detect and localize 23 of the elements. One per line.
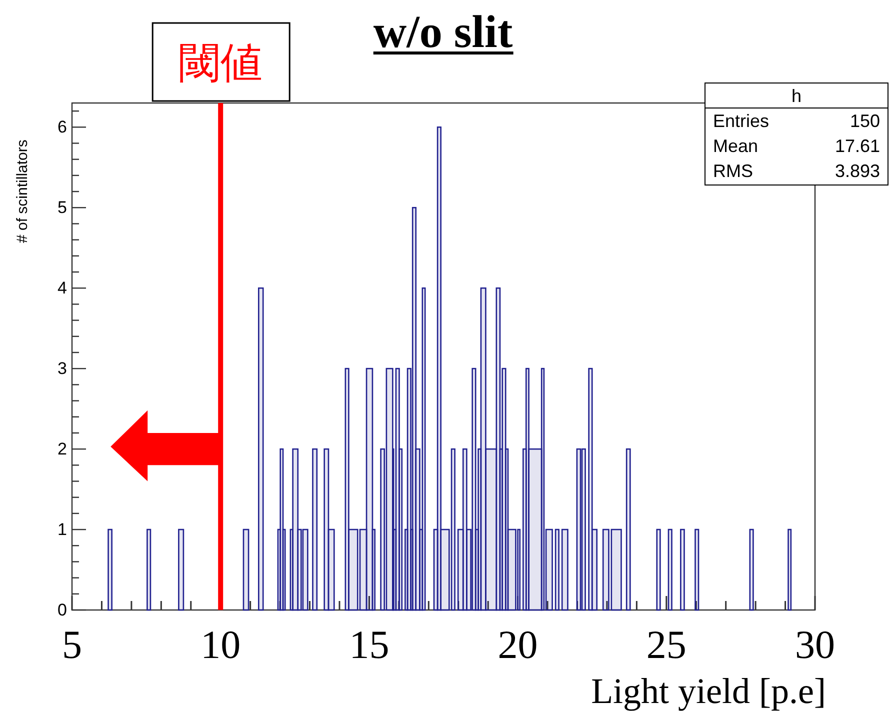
y-tick-label: 1	[58, 520, 67, 540]
x-axis-title: Light yield [p.e]	[591, 671, 826, 711]
x-tick-label: 10	[200, 622, 241, 667]
annotation: Entries	[713, 111, 770, 131]
y-axis-title: # of scintillators	[14, 140, 31, 243]
chart-title: w/o slit	[373, 6, 514, 57]
x-tick-label: 30	[795, 622, 835, 667]
y-tick-label: 5	[58, 198, 67, 218]
x-tick-label: 25	[646, 622, 686, 667]
y-tick-label: 3	[58, 359, 67, 378]
annotation: h	[791, 86, 802, 106]
text: 3.893	[834, 161, 880, 181]
x-tick-label: 20	[498, 622, 538, 667]
y-tick-label: 2	[58, 440, 67, 459]
ref-line-label: 閾値	[178, 39, 263, 86]
text: 17.61	[834, 136, 880, 156]
text: 150	[850, 111, 880, 131]
annotation: RMS	[713, 161, 753, 181]
y-tick-label: 6	[58, 118, 67, 137]
y-tick-label: 4	[58, 278, 67, 298]
annotation: Mean	[713, 136, 758, 156]
y-tick-label: 0	[58, 600, 67, 620]
x-tick-label: 15	[349, 622, 390, 667]
